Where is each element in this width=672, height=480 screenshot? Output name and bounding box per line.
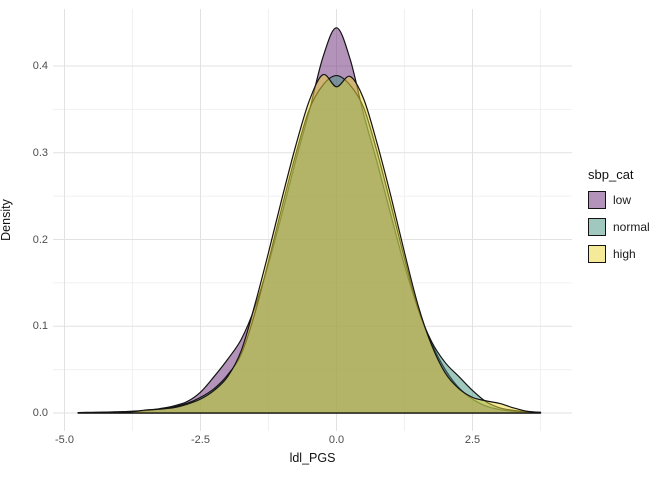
x-tick-label: 2.5 bbox=[464, 434, 481, 446]
legend-item-normal: normal bbox=[588, 218, 668, 236]
legend-swatch-low bbox=[588, 191, 606, 209]
x-tick-label: -5.0 bbox=[55, 434, 74, 446]
legend-item-low: low bbox=[588, 191, 668, 209]
y-tick-label: 0.2 bbox=[32, 233, 48, 246]
y-tick-label: 0.0 bbox=[32, 407, 48, 419]
y-tick-label: 0.4 bbox=[32, 60, 48, 72]
x-axis-title: ldl_PGS bbox=[289, 451, 336, 465]
legend-swatch-normal bbox=[588, 218, 606, 236]
density-curve-high bbox=[77, 73, 542, 414]
legend-title: sbp_cat bbox=[588, 167, 634, 182]
x-tick-label: 0.0 bbox=[328, 434, 345, 446]
legend-label: low bbox=[613, 193, 632, 207]
y-tick-label: 0.3 bbox=[32, 146, 48, 159]
y-tick-label: 0.1 bbox=[32, 320, 48, 333]
legend: sbp_cat low normal high bbox=[588, 167, 668, 272]
legend-item-high: high bbox=[588, 245, 668, 263]
x-tick-label: -2.5 bbox=[191, 434, 210, 446]
legend-label: high bbox=[613, 247, 636, 261]
legend-label: normal bbox=[613, 220, 650, 234]
legend-items: low normal high bbox=[588, 191, 668, 263]
legend-swatch-high bbox=[588, 245, 606, 263]
